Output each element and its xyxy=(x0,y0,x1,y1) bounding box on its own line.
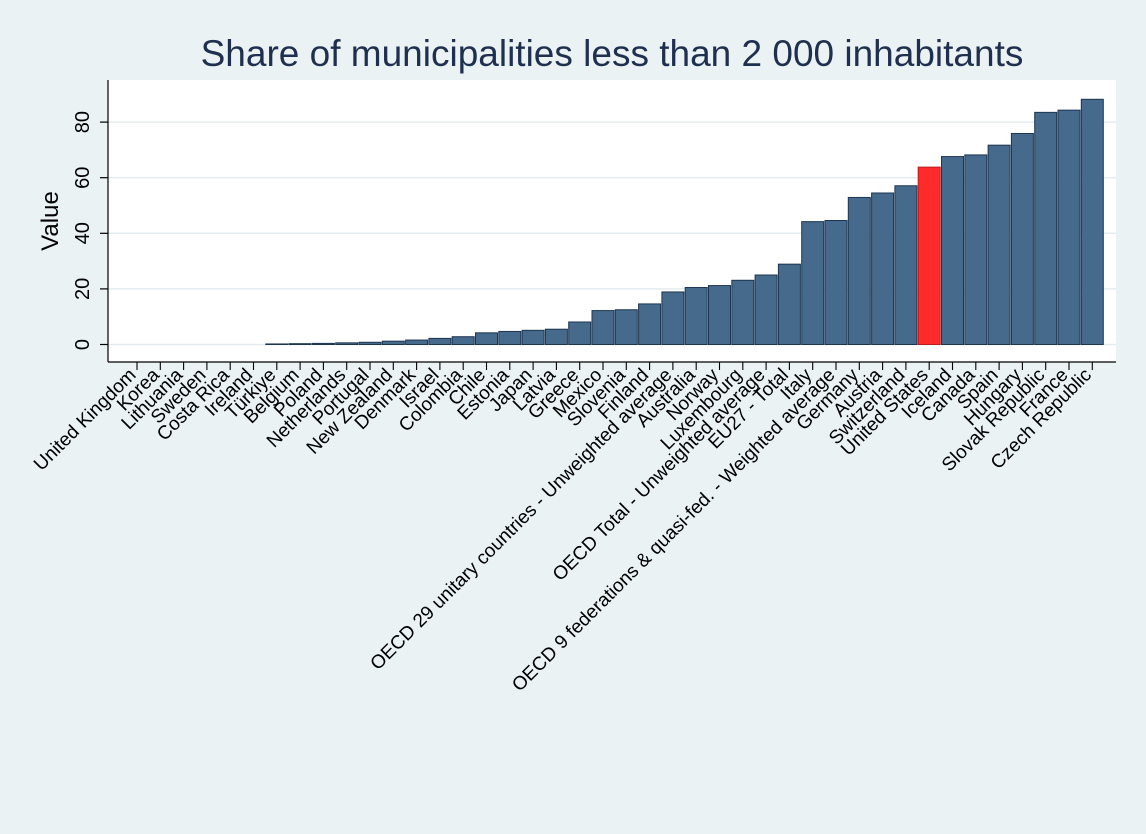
bar xyxy=(801,221,825,345)
bar xyxy=(265,343,289,346)
y-tick-label: 80 xyxy=(72,111,94,133)
bar xyxy=(684,287,708,346)
bar xyxy=(544,328,568,345)
bar xyxy=(381,340,405,346)
bar xyxy=(591,310,615,346)
bar xyxy=(614,309,638,345)
bar xyxy=(1057,109,1081,346)
bar xyxy=(661,291,685,346)
bar xyxy=(428,337,452,346)
y-tick-label: 0 xyxy=(72,339,94,350)
bar xyxy=(708,285,731,345)
bar xyxy=(311,342,335,346)
bar xyxy=(521,329,545,345)
bar xyxy=(288,343,312,345)
bar xyxy=(987,144,1011,345)
bar xyxy=(568,321,592,345)
y-tick-label: 40 xyxy=(72,222,94,244)
bar xyxy=(1010,132,1034,345)
y-axis-label: Value xyxy=(37,191,64,251)
bar xyxy=(941,156,964,345)
bar xyxy=(847,196,871,345)
bar xyxy=(1034,111,1058,346)
y-ticks: 0 20 40 60 80 xyxy=(72,111,108,350)
bar xyxy=(824,220,848,345)
axes xyxy=(107,80,1116,363)
bar xyxy=(638,303,662,345)
chart-title: Share of municipalities less than 2 000 … xyxy=(201,33,1024,74)
y-tick-label: 60 xyxy=(72,167,94,189)
bar xyxy=(498,330,522,345)
bar xyxy=(475,332,498,346)
y-tick-label: 20 xyxy=(72,278,94,300)
bar xyxy=(871,192,895,345)
x-ticks: United KingdomKoreaLithuaniaSwedenCosta … xyxy=(30,362,1096,696)
bar xyxy=(358,341,382,346)
bar xyxy=(405,339,429,346)
bar xyxy=(964,154,988,345)
bars xyxy=(265,98,1104,346)
bar xyxy=(777,263,801,345)
bar xyxy=(1080,98,1104,345)
bar xyxy=(894,185,918,345)
bar xyxy=(917,166,941,345)
bar xyxy=(335,342,359,346)
bar xyxy=(451,336,475,346)
bar xyxy=(754,274,778,345)
bar xyxy=(731,279,755,346)
